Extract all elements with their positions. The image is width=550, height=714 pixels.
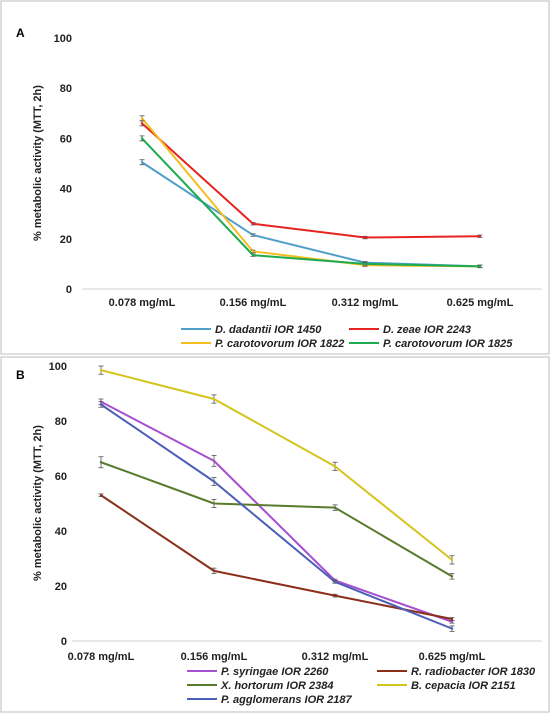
legend-item: D. zeae IOR 2243	[349, 324, 471, 336]
data-point	[363, 262, 367, 266]
legend-item: X. hortorum IOR 2384	[187, 680, 333, 692]
data-point	[333, 506, 337, 509]
data-point	[99, 368, 103, 372]
series-line	[100, 461, 453, 578]
data-point	[450, 617, 454, 621]
legend-item: P. carotovorum IOR 1822	[181, 338, 344, 350]
data-point	[99, 461, 103, 464]
series-line	[141, 137, 481, 268]
series-4	[139, 135, 483, 269]
x-tick-label: 0.078 mg/mL	[109, 297, 176, 309]
legend-item: P. carotovorum IOR 1825	[349, 338, 513, 350]
legend-label: X. hortorum IOR 2384	[220, 680, 333, 692]
x-tick-label: 0.312 mg/mL	[332, 297, 399, 309]
panel-a-series	[139, 115, 483, 269]
x-tick-label: 0.078 mg/mL	[68, 651, 135, 663]
y-tick-label: 0	[61, 636, 67, 648]
x-tick-label: 0.625 mg/mL	[419, 651, 486, 663]
panel-a-letter: A	[16, 26, 25, 40]
legend-label: P. carotovorum IOR 1825	[383, 338, 513, 350]
series-line	[100, 400, 453, 623]
data-point	[478, 235, 482, 238]
series-5	[98, 401, 455, 632]
data-point	[450, 575, 454, 578]
legend-item: R. radiobacter IOR 1830	[377, 666, 536, 678]
y-tick-label: 40	[60, 184, 72, 196]
series-line	[100, 369, 453, 561]
y-tick-label: 60	[60, 133, 72, 145]
data-point	[450, 627, 454, 630]
series-4	[98, 365, 455, 565]
legend-label: B. cepacia IOR 2151	[411, 680, 516, 692]
data-point	[212, 480, 216, 483]
panel-a-y-ticks: 0 20 40 60 80 100	[54, 33, 72, 296]
y-tick-label: 100	[54, 33, 72, 45]
data-point	[478, 265, 482, 268]
panel-a-x-ticks: 0.078 mg/mL 0.156 mg/mL 0.312 mg/mL 0.625 m…	[109, 297, 514, 309]
panel-a-frame	[0, 0, 550, 355]
panel-a-y-axis-label: % metabolic activity (MTT, 2h)	[32, 85, 44, 241]
y-tick-label: 20	[60, 234, 72, 246]
legend-item: B. cepacia IOR 2151	[377, 680, 516, 692]
panel-a-legend: D. dadantii IOR 1450 D. zeae IOR 2243 P. c…	[181, 324, 513, 350]
panel-b-legend: P. syringae IOR 2260 R. radiobacter IOR 1…	[187, 666, 536, 706]
data-point	[333, 580, 337, 584]
legend-item: P. syringae IOR 2260	[187, 666, 329, 678]
legend-label: P. agglomerans IOR 2187	[221, 694, 353, 706]
series-2	[98, 493, 455, 621]
panel-b-y-axis-label: % metabolic activity (MTT, 2h)	[32, 425, 44, 581]
panel-b-x-ticks: 0.078 mg/mL 0.156 mg/mL 0.312 mg/mL 0.625 m…	[68, 651, 486, 663]
series-3	[98, 456, 455, 580]
data-point	[140, 137, 144, 140]
legend-item: D. dadantii IOR 1450	[181, 324, 322, 336]
legend-label: D. zeae IOR 2243	[383, 324, 471, 336]
data-point	[140, 117, 144, 120]
y-tick-label: 20	[55, 581, 67, 593]
series-2	[139, 120, 483, 240]
series-line	[100, 403, 453, 630]
y-tick-label: 80	[55, 416, 67, 428]
series-line	[141, 122, 481, 239]
legend-label: P. syringae IOR 2260	[221, 666, 329, 678]
panel-b: B % metabolic activity (MTT, 2h) 0 20 40 60…	[0, 356, 550, 713]
data-point	[212, 502, 216, 505]
data-point	[212, 397, 216, 401]
y-tick-label: 80	[60, 83, 72, 95]
data-point	[212, 569, 216, 573]
data-point	[251, 222, 255, 225]
legend-label: P. carotovorum IOR 1822	[215, 338, 344, 350]
data-point	[450, 620, 454, 623]
data-point	[450, 558, 454, 562]
x-tick-label: 0.625 mg/mL	[447, 297, 514, 309]
data-point	[140, 161, 144, 164]
data-point	[251, 253, 255, 257]
y-tick-label: 60	[55, 471, 67, 483]
legend-label: R. radiobacter IOR 1830	[411, 666, 536, 678]
series-line	[100, 494, 453, 620]
panel-a: A % metabolic activity (MTT, 2h) 0 20 40 60…	[0, 0, 550, 355]
data-point	[99, 494, 103, 497]
y-tick-label: 40	[55, 526, 67, 538]
data-point	[333, 465, 337, 468]
panel-b-series	[98, 365, 455, 632]
data-point	[99, 403, 103, 406]
panel-b-frame	[0, 356, 550, 713]
data-point	[212, 459, 216, 463]
x-tick-label: 0.156 mg/mL	[181, 651, 248, 663]
data-point	[333, 594, 337, 597]
panel-b-letter: B	[16, 368, 25, 382]
data-point	[140, 122, 144, 125]
legend-item: P. agglomerans IOR 2187	[187, 694, 353, 706]
y-tick-label: 0	[66, 284, 72, 296]
legend-label: D. dadantii IOR 1450	[215, 324, 322, 336]
x-tick-label: 0.312 mg/mL	[302, 651, 369, 663]
data-point	[251, 250, 255, 253]
x-tick-label: 0.156 mg/mL	[220, 297, 287, 309]
data-point	[363, 236, 367, 239]
panel-b-y-ticks: 0 20 40 60 80 100	[49, 361, 67, 648]
y-tick-label: 100	[49, 361, 67, 373]
data-point	[251, 233, 255, 237]
